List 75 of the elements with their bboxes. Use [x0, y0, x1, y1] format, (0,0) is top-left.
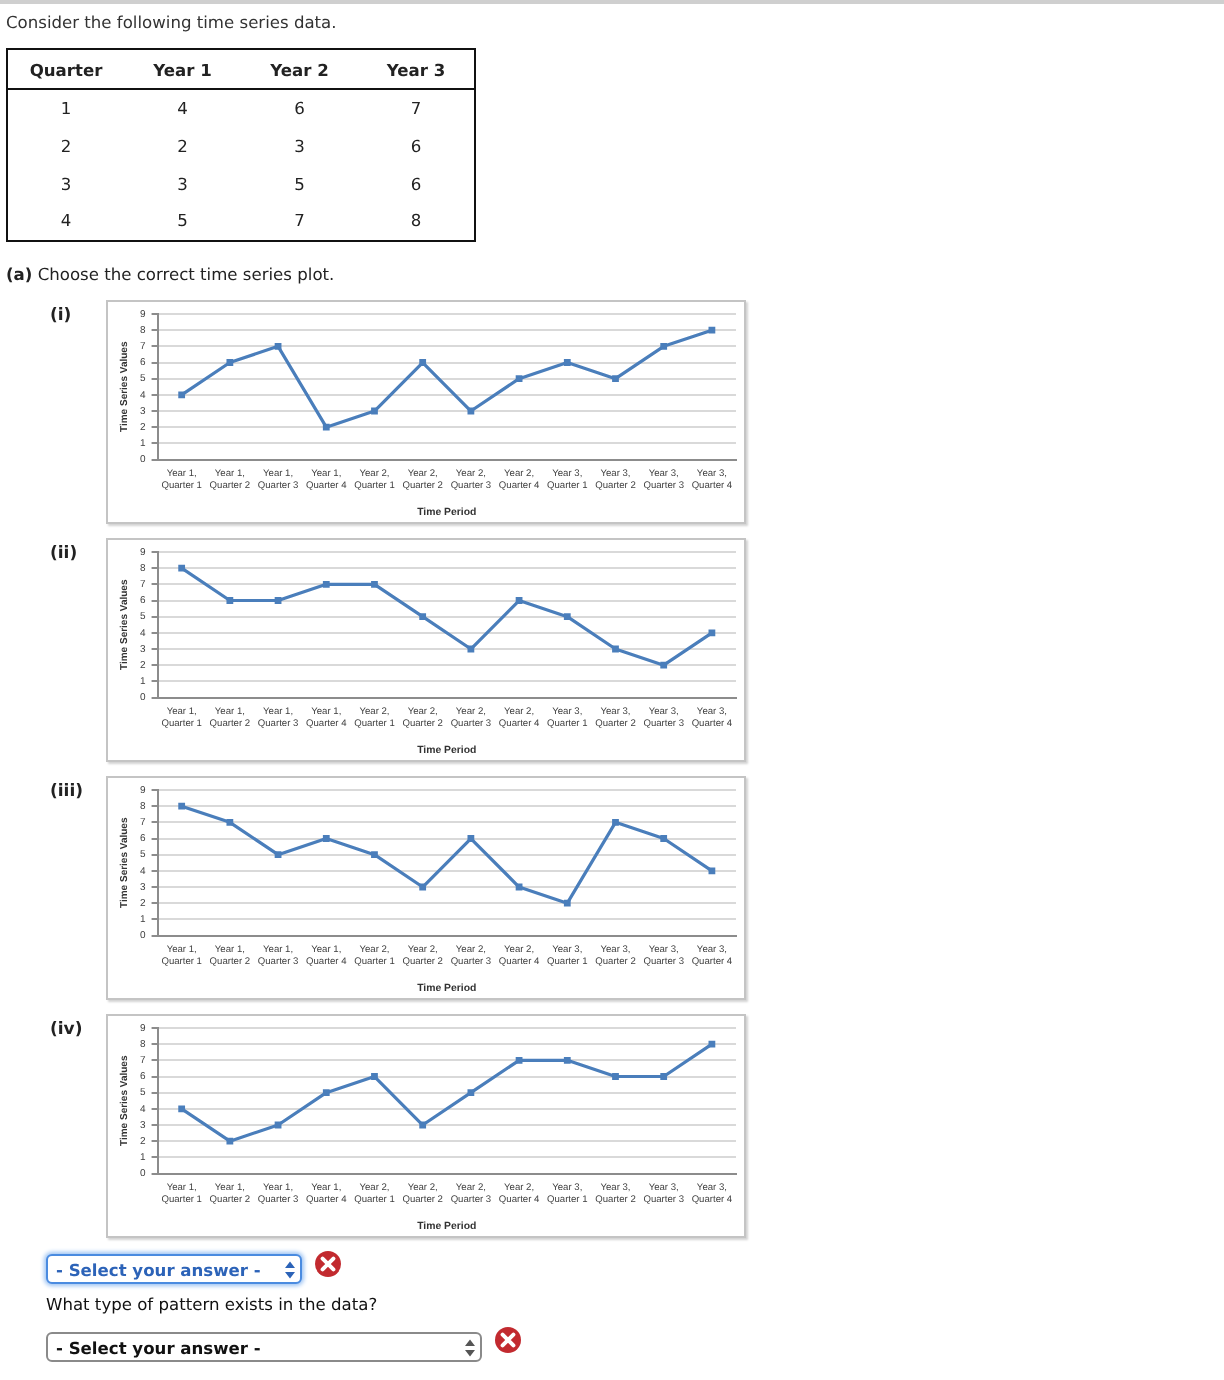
y-tick-label: 4 [60, 210, 72, 231]
point [322, 1089, 330, 1097]
chart-title: (iv) [50, 1020, 83, 1040]
point [226, 818, 234, 826]
point [371, 580, 378, 588]
data-label: 7 [410, 98, 422, 119]
point [419, 1121, 427, 1129]
x-tick-label: Year 1 [153, 59, 212, 79]
point [660, 835, 668, 842]
data-label: 5 [177, 210, 188, 231]
chart-title: (i) [50, 306, 72, 326]
point [419, 883, 427, 891]
data-label: 3 [294, 136, 305, 157]
point [467, 835, 475, 842]
point [660, 661, 668, 669]
data-label: 8 [410, 210, 422, 231]
point [322, 835, 330, 842]
point [467, 1089, 475, 1097]
point [563, 359, 571, 366]
point [708, 1040, 716, 1048]
y-tick-label: 1 [60, 98, 72, 119]
data-label: 6 [410, 136, 422, 157]
point [322, 423, 330, 431]
point [563, 1056, 571, 1064]
data-label: 6 [410, 173, 422, 194]
point [226, 359, 234, 366]
data-label: 6 [294, 98, 305, 119]
point [371, 1073, 378, 1080]
point [467, 407, 475, 415]
point [419, 613, 427, 621]
point [274, 597, 282, 604]
point [322, 580, 330, 588]
point [612, 375, 619, 383]
text: (a) Choose the correct time series plot. [6, 264, 335, 284]
y-tick-label: 2 [60, 136, 72, 157]
data-label: 7 [294, 210, 305, 231]
y-axis-title: Quarter [29, 59, 103, 79]
point [274, 342, 282, 350]
chart-title: Consider the following time series data. [6, 12, 337, 32]
point [515, 1056, 523, 1064]
point [708, 629, 716, 637]
point [563, 899, 571, 907]
point [178, 391, 186, 399]
point [178, 802, 186, 810]
point [274, 851, 282, 859]
point [515, 597, 523, 604]
point [612, 1073, 619, 1080]
point [226, 1137, 234, 1145]
point [612, 645, 619, 653]
point [660, 342, 668, 350]
data-label: 4 [177, 98, 188, 119]
point [226, 597, 234, 604]
point [612, 818, 619, 826]
chart-title: (ii) [50, 544, 78, 564]
point [419, 359, 427, 366]
point [563, 613, 571, 621]
x-tick-label: Year 3 [386, 59, 446, 79]
point [467, 645, 475, 653]
point [660, 1073, 668, 1080]
data-label: 5 [294, 173, 305, 194]
point [178, 564, 186, 572]
point [708, 326, 716, 334]
text: What type of pattern exists in the data? [46, 1294, 378, 1314]
point [371, 851, 378, 859]
text: - Select your answer - [46, 1332, 482, 1362]
point [178, 1105, 186, 1113]
point [371, 407, 378, 415]
point [708, 867, 716, 875]
data-label: 2 [177, 136, 188, 157]
point [515, 375, 523, 383]
y-tick-label: 3 [60, 173, 72, 194]
text: - Select your answer - [46, 1254, 302, 1284]
data-label: 3 [177, 173, 188, 194]
x-tick-label: Year 2 [270, 59, 329, 79]
chart-title: (iii) [50, 782, 84, 802]
